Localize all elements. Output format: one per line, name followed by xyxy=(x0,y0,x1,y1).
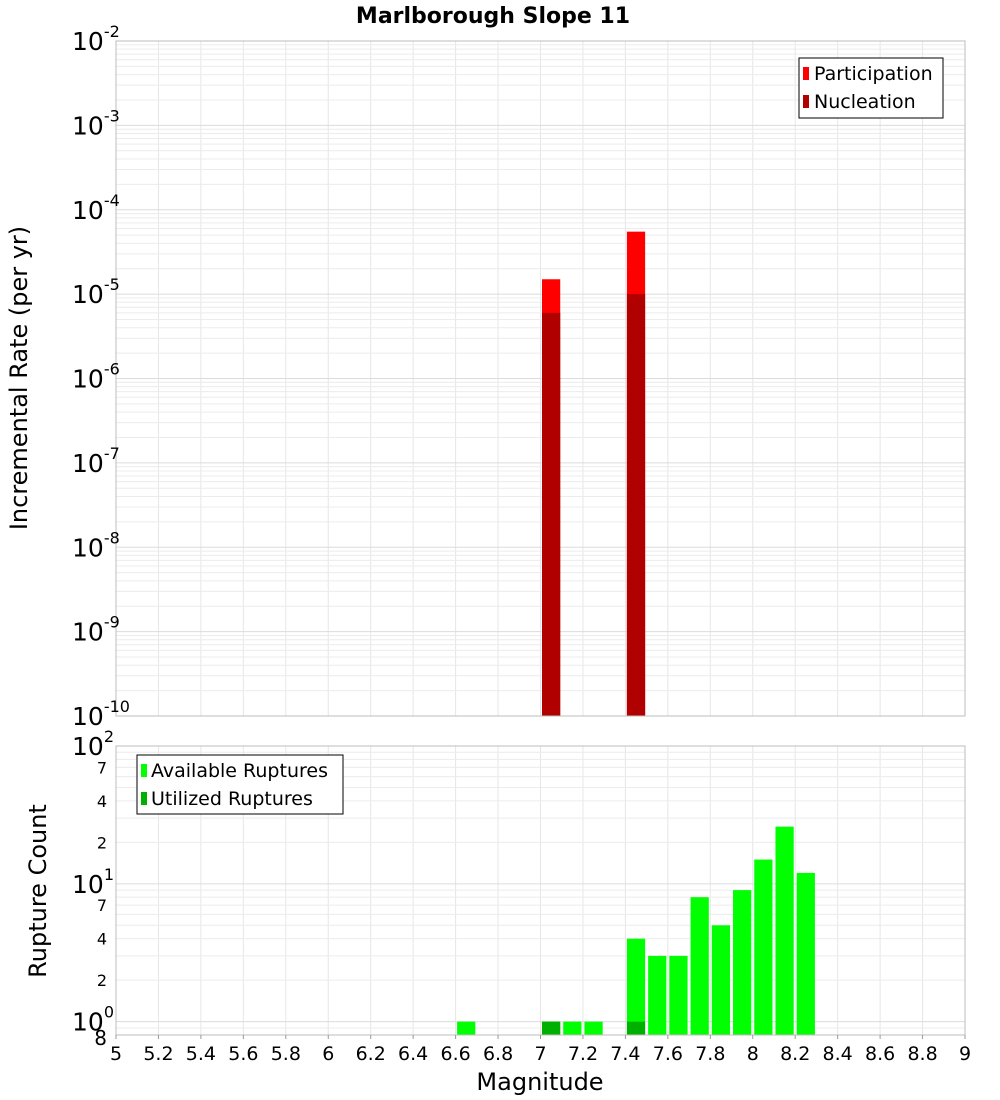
legend-swatch-nucleation xyxy=(803,95,809,108)
x-tick-label: 7.2 xyxy=(568,1043,598,1065)
y-tick-label: 102 xyxy=(72,727,114,761)
x-tick-label: 7.8 xyxy=(695,1043,725,1065)
legend-swatch-participation xyxy=(803,67,809,80)
x-tick-label: 7 xyxy=(534,1043,546,1065)
y-minor-tick-label: 4 xyxy=(97,792,107,811)
bottom-bars xyxy=(457,826,815,1035)
y-minor-tick-label: 2 xyxy=(97,833,107,852)
y-tick-exponent: 0 xyxy=(104,1003,114,1022)
y-tick-exponent: 2 xyxy=(104,727,114,746)
x-tick-label: 6.4 xyxy=(398,1043,428,1065)
bottom-legend: Available Ruptures Utilized Ruptures xyxy=(136,754,344,815)
y-minor-tick-label: 4 xyxy=(97,930,107,949)
x-tick-label: 5.4 xyxy=(186,1043,216,1065)
bar-nucleation xyxy=(542,312,561,716)
y-tick-label: 10-2 xyxy=(72,22,120,56)
y-tick-exponent: 1 xyxy=(104,865,114,884)
top-legend: Participation Nucleation xyxy=(798,57,944,119)
bar-available-ruptures xyxy=(796,872,815,1035)
bar-available-ruptures xyxy=(584,1021,603,1035)
bar-available-ruptures xyxy=(754,859,773,1035)
x-tick-label: 6 xyxy=(322,1043,334,1065)
top-y-ticks: 10-2 10-3 10-4 10-5 10-6 10-7 10-8 10-9 10-10 xyxy=(72,22,130,731)
y-tick-exponent: -7 xyxy=(104,444,120,463)
x-axis-label: Magnitude xyxy=(476,1068,603,1096)
y-tick-label: 10-3 xyxy=(72,106,120,140)
y-tick-label: 101 xyxy=(72,865,114,899)
top-grid xyxy=(115,40,966,717)
bar-available-ruptures xyxy=(733,890,752,1035)
x-tick-label: 8.8 xyxy=(907,1043,937,1065)
y-tick-label: 10-4 xyxy=(72,191,120,225)
x-tick-label: 5.2 xyxy=(143,1043,173,1065)
y-tick-label: 10-7 xyxy=(72,444,120,478)
legend-label-participation: Participation xyxy=(814,63,933,85)
y-minor-tick-label: 7 xyxy=(97,758,107,777)
y-tick-exponent: -5 xyxy=(104,275,120,294)
top-plot-frame xyxy=(115,40,966,717)
y-tick-exponent: -10 xyxy=(104,697,130,716)
y-tick-label: 10-6 xyxy=(72,360,120,394)
bar-available-ruptures xyxy=(626,938,646,1035)
y-tick-exponent: -8 xyxy=(104,528,120,547)
x-tick-label: 6.6 xyxy=(440,1043,470,1065)
y-minor-tick-label: 8 xyxy=(94,1026,107,1050)
y-minor-tick-label: 7 xyxy=(97,896,107,915)
x-tick-label: 8.6 xyxy=(865,1043,895,1065)
y-tick-label: 10-9 xyxy=(72,613,120,647)
top-legend-box xyxy=(798,57,944,119)
y-tick-exponent: -2 xyxy=(104,22,120,41)
legend-swatch-utilized-ruptures xyxy=(141,792,147,805)
bar-nucleation xyxy=(626,294,646,716)
x-ticks: 5 5.2 5.4 5.6 5.8 6 6.2 6.4 6.6 6.8 7 7.2 7.4 7.6 7.8 8… xyxy=(110,1035,971,1065)
bar-utilized-ruptures xyxy=(542,1021,561,1035)
chart-title: Marlborough Slope 11 xyxy=(356,4,630,29)
x-tick-label: 6.2 xyxy=(356,1043,386,1065)
x-tick-label: 9 xyxy=(959,1043,971,1065)
bar-available-ruptures xyxy=(563,1021,582,1035)
top-y-axis-label: Incremental Rate (per yr) xyxy=(5,226,33,530)
y-tick-label: 10-8 xyxy=(72,528,120,562)
x-tick-label: 5 xyxy=(110,1043,122,1065)
y-tick-exponent: -6 xyxy=(104,360,120,379)
x-tick-label: 6.8 xyxy=(483,1043,513,1065)
legend-label-nucleation: Nucleation xyxy=(814,91,916,113)
y-tick-label: 100 xyxy=(72,1003,114,1037)
bar-available-ruptures xyxy=(775,826,794,1035)
x-tick-label: 8.2 xyxy=(780,1043,810,1065)
bar-available-ruptures xyxy=(711,925,731,1035)
bar-available-ruptures xyxy=(669,955,688,1035)
bar-available-ruptures xyxy=(648,955,667,1035)
y-tick-exponent: -9 xyxy=(104,613,120,632)
top-bars xyxy=(542,231,646,716)
x-tick-label: 8 xyxy=(747,1043,759,1065)
bar-available-ruptures xyxy=(457,1021,476,1035)
y-tick-label: 10-5 xyxy=(72,275,120,309)
bottom-y-axis-label: Rupture Count xyxy=(24,804,52,978)
y-minor-tick-label: 2 xyxy=(97,971,107,990)
x-tick-label: 5.8 xyxy=(271,1043,301,1065)
y-tick-label: 10-10 xyxy=(72,697,130,731)
y-tick-exponent: -4 xyxy=(104,191,120,210)
legend-label-utilized-ruptures: Utilized Ruptures xyxy=(151,788,313,810)
legend-label-available-ruptures: Available Ruptures xyxy=(151,760,328,782)
x-tick-label: 8.4 xyxy=(823,1043,853,1065)
x-tick-label: 7.6 xyxy=(653,1043,683,1065)
x-tick-label: 7.4 xyxy=(610,1043,640,1065)
legend-swatch-available-ruptures xyxy=(141,764,147,777)
x-tick-label: 5.6 xyxy=(228,1043,258,1065)
bar-utilized-ruptures xyxy=(626,1021,646,1035)
bar-available-ruptures xyxy=(690,897,709,1035)
y-tick-exponent: -3 xyxy=(104,106,120,125)
bottom-legend-box xyxy=(136,754,344,815)
